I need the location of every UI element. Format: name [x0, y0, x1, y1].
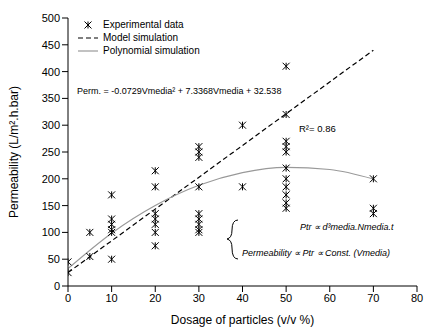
svg-text:Permeability (L/m².h.bar): Permeability (L/m².h.bar): [8, 86, 21, 218]
svg-text:80: 80: [411, 292, 423, 304]
svg-text:0: 0: [54, 280, 60, 292]
svg-text:Polynomial simulation: Polynomial simulation: [103, 45, 200, 56]
svg-text:500: 500: [42, 12, 60, 24]
svg-text:450: 450: [42, 39, 60, 51]
svg-text:50: 50: [280, 292, 292, 304]
svg-text:Permeability ∝ Ptr ∝ Const. (V: Permeability ∝ Ptr ∝ Const. (Vmedia): [242, 248, 390, 258]
svg-text:60: 60: [324, 292, 336, 304]
svg-text:100: 100: [42, 226, 60, 238]
svg-text:400: 400: [42, 66, 60, 78]
svg-text:Ptr ∝ d³media.Nmedia.t: Ptr ∝ d³media.Nmedia.t: [300, 222, 394, 232]
svg-text:200: 200: [42, 173, 60, 185]
svg-text:Experimental data: Experimental data: [103, 19, 184, 30]
svg-text:Dosage of particles (v/v %): Dosage of particles (v/v %): [171, 313, 314, 327]
svg-text:350: 350: [42, 92, 60, 104]
svg-text:Perm. = -0.0729Vmedia² + 7.336: Perm. = -0.0729Vmedia² + 7.3368Vmedia + …: [77, 86, 281, 96]
svg-text:10: 10: [106, 292, 118, 304]
svg-text:150: 150: [42, 200, 60, 212]
svg-text:300: 300: [42, 119, 60, 131]
svg-text:0: 0: [65, 292, 71, 304]
svg-text:20: 20: [149, 292, 161, 304]
svg-text:R²= 0.86: R²= 0.86: [299, 123, 336, 134]
svg-text:50: 50: [48, 253, 60, 265]
svg-text:30: 30: [193, 292, 205, 304]
svg-text:250: 250: [42, 146, 60, 158]
svg-text:Model simulation: Model simulation: [103, 32, 178, 43]
svg-text:40: 40: [236, 292, 248, 304]
svg-text:70: 70: [367, 292, 379, 304]
